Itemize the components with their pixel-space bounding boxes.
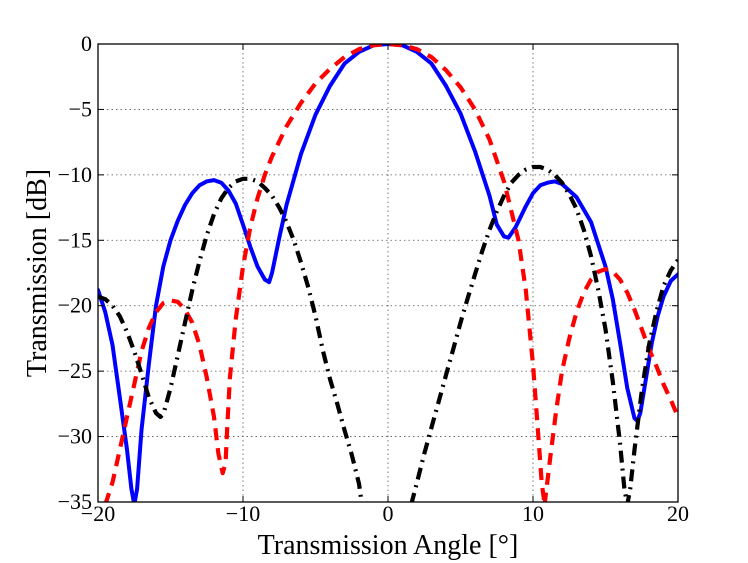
series-line-red-dashed-right	[542, 267, 678, 502]
y-tick-label: −25	[58, 358, 92, 383]
y-tick-labels: 0 −5 −10 −15 −20 −25 −30 −35	[58, 31, 92, 514]
x-axis-title: Transmission Angle [°]	[258, 530, 519, 561]
y-axis-title: Transmission [dB]	[22, 169, 53, 377]
x-tick-label: 0	[383, 501, 394, 526]
y-tick-label: 0	[81, 31, 92, 56]
y-tick-label: −35	[58, 489, 92, 514]
y-tick-label: −15	[58, 227, 92, 252]
x-tick-label: −20	[81, 501, 115, 526]
y-tick-label: −20	[58, 293, 92, 318]
tick-marks	[97, 43, 679, 503]
y-tick-label: −30	[58, 424, 92, 449]
x-tick-label: 20	[667, 501, 689, 526]
x-tick-labels: −20 −10 0 10 20	[81, 501, 689, 526]
series-line-red-dashed	[103, 44, 547, 502]
y-tick-label: −5	[69, 96, 92, 121]
series-line-black-dashdot-right	[409, 164, 678, 502]
y-tick-label: −10	[58, 162, 92, 187]
x-tick-label: −10	[226, 501, 260, 526]
x-tick-label: 10	[522, 501, 544, 526]
series-group	[98, 44, 678, 502]
series-line-blue-solid	[98, 44, 678, 502]
